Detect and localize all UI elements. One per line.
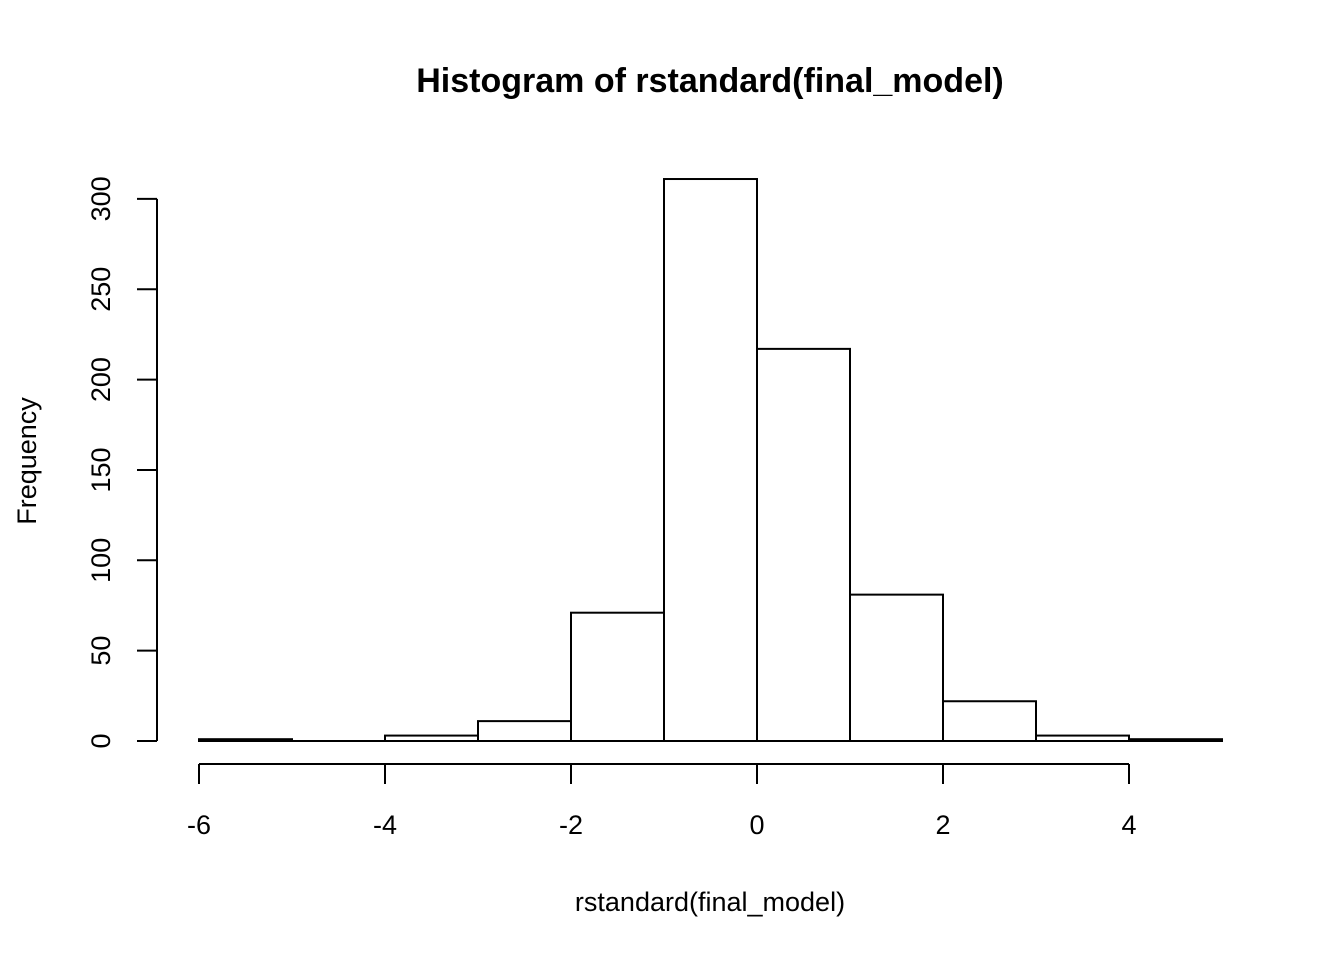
bars-group: [198, 178, 1223, 743]
y-tick-label: 300: [86, 176, 116, 221]
y-tick-label: 50: [86, 636, 116, 666]
y-tick-label: 250: [86, 267, 116, 312]
x-tick-label: 4: [1121, 810, 1136, 840]
y-axis: 0 50 100 150 200 250 300: [86, 176, 158, 749]
chart-title: Histogram of rstandard(final_model): [416, 62, 1004, 100]
x-axis: -6 -4 -2 0 2 4: [187, 763, 1137, 840]
y-axis-label: Frequency: [12, 397, 42, 525]
x-tick-label: 2: [935, 810, 950, 840]
histogram-bar: [477, 720, 572, 742]
histogram-bar: [849, 593, 944, 742]
histogram-bar: [1035, 734, 1130, 742]
histogram-bar: [1128, 738, 1223, 742]
x-tick-label: -6: [187, 810, 211, 840]
histogram-bar: [198, 738, 293, 742]
x-axis-label: rstandard(final_model): [575, 887, 845, 917]
histogram-bar: [663, 178, 758, 742]
y-tick-label: 0: [86, 733, 116, 748]
histogram-bar: [570, 611, 665, 742]
y-tick-label: 100: [86, 538, 116, 583]
histogram-bar: [384, 734, 479, 742]
y-tick-label: 150: [86, 447, 116, 492]
y-tick-label: 200: [86, 357, 116, 402]
histogram-bar: [756, 347, 851, 742]
x-tick-label: -4: [373, 810, 397, 840]
x-tick-label: 0: [749, 810, 764, 840]
x-tick-label: -2: [559, 810, 583, 840]
histogram-bar: [942, 700, 1037, 742]
